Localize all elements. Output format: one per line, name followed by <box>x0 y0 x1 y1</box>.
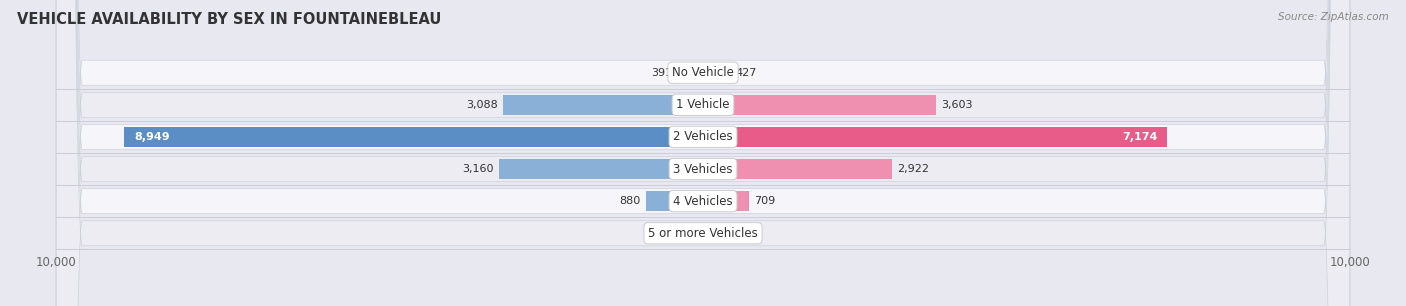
Text: 3,160: 3,160 <box>463 164 494 174</box>
Bar <box>703 159 891 179</box>
Text: 2,922: 2,922 <box>897 164 929 174</box>
Text: 3,088: 3,088 <box>467 100 498 110</box>
Text: 3 Vehicles: 3 Vehicles <box>673 162 733 176</box>
FancyBboxPatch shape <box>56 0 1350 306</box>
FancyBboxPatch shape <box>56 0 1350 306</box>
Bar <box>124 127 703 147</box>
Text: 7,174: 7,174 <box>1122 132 1157 142</box>
Text: 1 Vehicle: 1 Vehicle <box>676 98 730 111</box>
Text: 8,949: 8,949 <box>134 132 170 142</box>
Text: VEHICLE AVAILABILITY BY SEX IN FOUNTAINEBLEAU: VEHICLE AVAILABILITY BY SEX IN FOUNTAINE… <box>17 12 441 27</box>
Bar <box>703 127 1167 147</box>
Bar <box>647 191 703 211</box>
Text: 2 Vehicles: 2 Vehicles <box>673 130 733 144</box>
Text: No Vehicle: No Vehicle <box>672 66 734 79</box>
Text: 3,603: 3,603 <box>941 100 973 110</box>
Bar <box>678 63 703 83</box>
FancyBboxPatch shape <box>56 0 1350 306</box>
FancyBboxPatch shape <box>56 0 1350 306</box>
Bar <box>703 95 936 115</box>
Text: 427: 427 <box>735 68 758 78</box>
Bar <box>703 191 749 211</box>
Text: 4 Vehicles: 4 Vehicles <box>673 195 733 208</box>
Text: 709: 709 <box>754 196 775 206</box>
Bar <box>703 223 707 243</box>
Text: Source: ZipAtlas.com: Source: ZipAtlas.com <box>1278 12 1389 22</box>
Text: 70: 70 <box>713 228 727 238</box>
FancyBboxPatch shape <box>56 0 1350 306</box>
Text: 391: 391 <box>651 68 672 78</box>
Bar <box>703 63 731 83</box>
Bar <box>499 159 703 179</box>
Bar <box>503 95 703 115</box>
Text: 880: 880 <box>620 196 641 206</box>
Text: 5 or more Vehicles: 5 or more Vehicles <box>648 227 758 240</box>
FancyBboxPatch shape <box>56 0 1350 306</box>
Text: 51: 51 <box>681 228 695 238</box>
Bar <box>700 223 703 243</box>
